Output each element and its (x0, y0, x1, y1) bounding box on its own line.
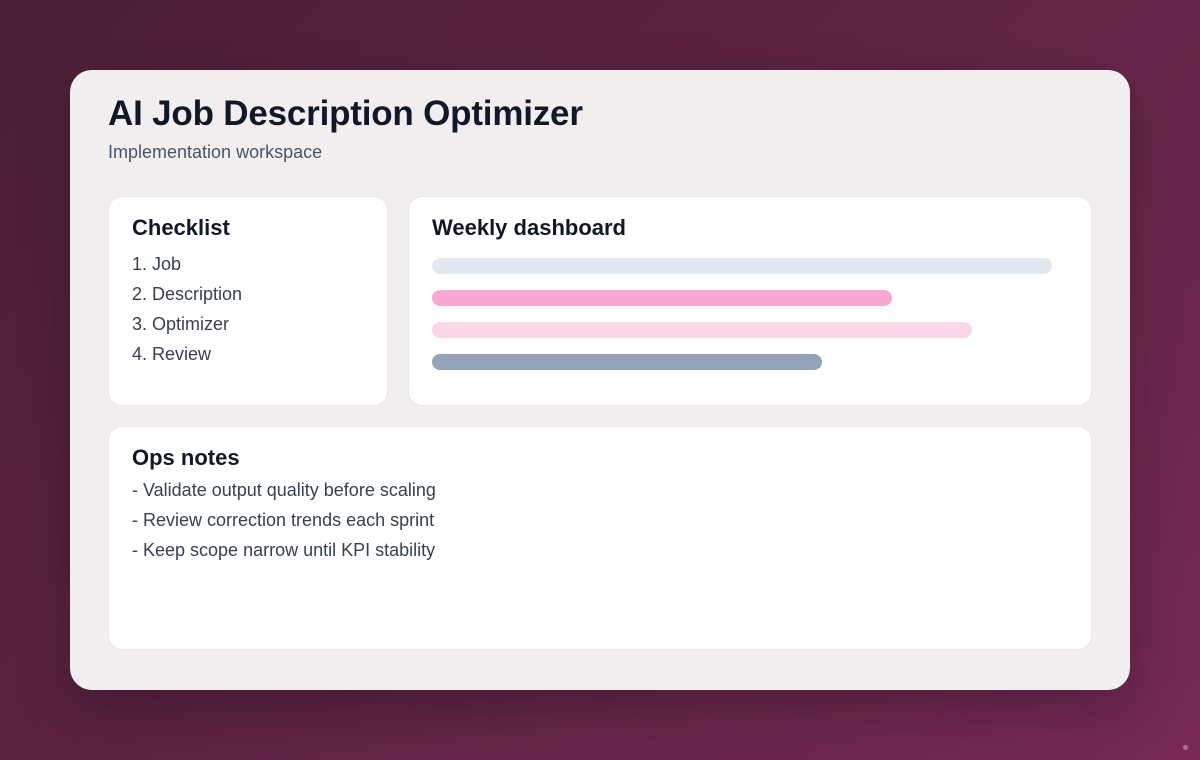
checklist-card: Checklist 1. Job 2. Description 3. Optim… (108, 196, 388, 406)
notes-title: Ops notes (132, 445, 240, 470)
dashboard-bars (432, 258, 1052, 386)
dashboard-bar-2 (432, 290, 893, 306)
checklist-item: 1. Job (132, 254, 182, 274)
note-item: - Review correction trends each sprint (132, 510, 435, 530)
dashboard-bar-4 (432, 354, 822, 370)
note-item: - Validate output quality before scaling (132, 480, 436, 500)
checklist-item: 4. Review (132, 344, 212, 364)
dashboard-bar-3 (432, 322, 973, 338)
dashboard-title: Weekly dashboard (432, 215, 626, 240)
dashboard-bar-1 (432, 258, 1052, 274)
notes-list: - Validate output quality before scaling… (132, 479, 436, 569)
workspace-window: AI Job Description Optimizer Implementat… (70, 70, 1130, 690)
note-item: - Keep scope narrow until KPI stability (132, 540, 436, 560)
checklist-item: 2. Description (132, 284, 243, 304)
page-title: AI Job Description Optimizer (108, 94, 583, 133)
weekly-dashboard-card: Weekly dashboard (408, 196, 1092, 406)
checklist-list: 1. Job 2. Description 3. Optimizer 4. Re… (132, 253, 242, 373)
page-subtitle: Implementation workspace (108, 142, 323, 162)
checklist-item: 3. Optimizer (132, 314, 230, 334)
corner-dot (1183, 745, 1188, 750)
ops-notes-card: Ops notes - Validate output quality befo… (108, 426, 1092, 650)
checklist-title: Checklist (132, 215, 230, 240)
